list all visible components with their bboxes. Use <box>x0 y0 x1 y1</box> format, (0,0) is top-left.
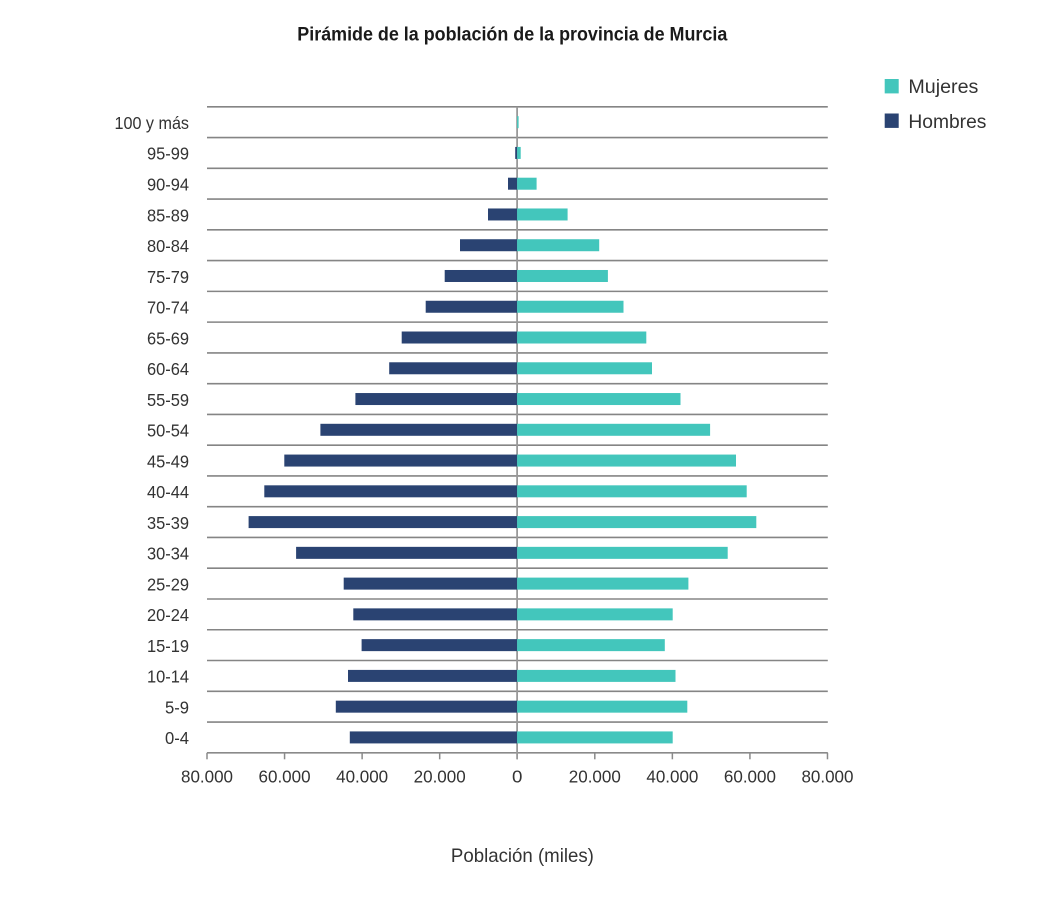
svg-text:0: 0 <box>512 767 522 787</box>
svg-text:40.000: 40.000 <box>646 767 698 787</box>
svg-text:20.000: 20.000 <box>569 767 621 787</box>
svg-text:10-14: 10-14 <box>147 667 189 687</box>
svg-text:20-24: 20-24 <box>147 605 189 625</box>
svg-text:Población (miles): Población (miles) <box>451 845 594 867</box>
svg-text:50-54: 50-54 <box>147 421 189 441</box>
svg-text:Hombres: Hombres <box>908 111 986 133</box>
svg-text:90-94: 90-94 <box>147 175 189 195</box>
svg-text:60.000: 60.000 <box>259 767 311 787</box>
svg-text:5-9: 5-9 <box>165 697 189 717</box>
svg-text:Mujeres: Mujeres <box>908 76 978 98</box>
svg-text:40-44: 40-44 <box>147 482 189 502</box>
svg-text:80.000: 80.000 <box>181 767 233 787</box>
svg-text:30-34: 30-34 <box>147 544 189 564</box>
svg-text:100 y más: 100 y más <box>115 113 190 133</box>
svg-text:45-49: 45-49 <box>147 451 189 471</box>
svg-text:95-99: 95-99 <box>147 144 189 164</box>
svg-text:20.000: 20.000 <box>414 767 466 787</box>
svg-text:15-19: 15-19 <box>147 636 189 656</box>
svg-text:65-69: 65-69 <box>147 328 189 348</box>
svg-text:35-39: 35-39 <box>147 513 189 533</box>
svg-text:80.000: 80.000 <box>801 767 853 787</box>
svg-text:70-74: 70-74 <box>147 298 189 318</box>
svg-text:40.000: 40.000 <box>336 767 388 787</box>
svg-text:85-89: 85-89 <box>147 205 189 225</box>
svg-text:0-4: 0-4 <box>165 728 189 748</box>
svg-text:80-84: 80-84 <box>147 236 189 256</box>
svg-text:55-59: 55-59 <box>147 390 189 410</box>
svg-text:25-29: 25-29 <box>147 574 189 594</box>
svg-text:60-64: 60-64 <box>147 359 189 379</box>
svg-text:75-79: 75-79 <box>147 267 189 287</box>
svg-text:Pirámide de la población de la: Pirámide de la población de la provincia… <box>297 25 727 46</box>
svg-text:60.000: 60.000 <box>724 767 776 787</box>
